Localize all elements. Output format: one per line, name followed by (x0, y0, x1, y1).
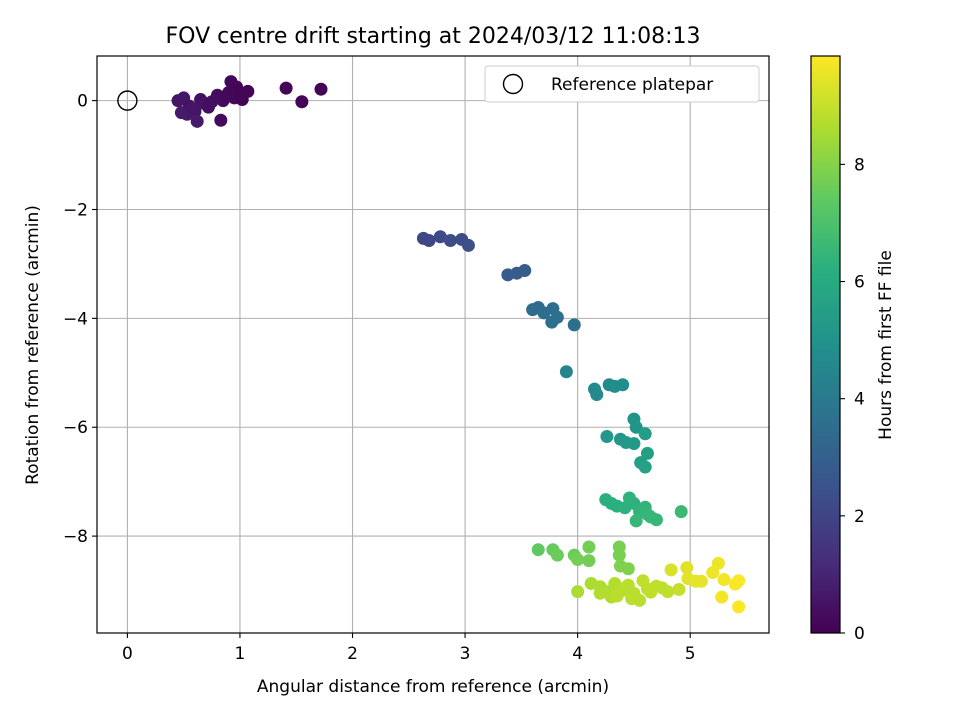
grid-lines (97, 56, 769, 633)
data-point (214, 113, 228, 127)
data-point (593, 586, 607, 600)
data-point (618, 581, 632, 595)
data-point (461, 238, 475, 252)
data-point (422, 234, 436, 248)
data-point (629, 420, 643, 434)
data-point (655, 581, 669, 595)
data-point (680, 561, 694, 575)
reference-point-marker (117, 90, 138, 111)
data-point (732, 600, 746, 614)
y-tick-label: −2 (63, 201, 88, 221)
data-point (711, 556, 725, 570)
y-axis-ticks: 0 −2 −4 −6 −8 (63, 92, 97, 547)
data-point (732, 574, 746, 588)
data-point (279, 81, 293, 95)
y-tick-label: −4 (63, 309, 88, 329)
data-point (550, 548, 564, 562)
data-point (241, 84, 255, 98)
data-point (314, 82, 328, 96)
data-point (612, 548, 626, 562)
data-point (629, 514, 643, 528)
data-point (638, 427, 652, 441)
y-tick-label: −6 (63, 418, 88, 438)
y-axis-label: Rotation from reference (arcmin) (23, 205, 43, 485)
data-point (616, 378, 630, 392)
colorbar-tick-label: 2 (854, 507, 865, 527)
legend: Reference platepar (484, 65, 760, 103)
colorbar-gradient (810, 55, 841, 634)
data-point (186, 102, 200, 116)
data-points (171, 75, 746, 614)
legend-box (484, 65, 760, 103)
data-point (600, 429, 614, 443)
legend-marker-open-circle (502, 73, 524, 95)
data-point (610, 589, 624, 603)
data-point (550, 310, 564, 324)
colorbar-label: Hours from first FF file (876, 250, 896, 440)
data-point (190, 114, 204, 128)
chart-title: FOV centre drift starting at 2024/03/12 … (166, 24, 701, 49)
y-tick-label: 0 (77, 92, 88, 112)
data-point (219, 89, 233, 103)
x-tick-label: 4 (572, 644, 583, 664)
data-point (664, 563, 678, 577)
data-point (640, 446, 654, 460)
data-point (571, 553, 585, 567)
data-point (571, 585, 585, 599)
data-point (621, 562, 635, 576)
colorbar-tick-label: 6 (854, 273, 865, 293)
colorbar-tick-label: 0 (854, 624, 865, 644)
data-point (649, 513, 663, 527)
data-point (590, 388, 604, 402)
x-tick-label: 5 (685, 644, 696, 664)
x-tick-label: 0 (122, 644, 133, 664)
x-axis-ticks: 0 1 2 3 4 5 (122, 633, 696, 664)
colorbar-ticks: 0 2 4 6 8 (840, 155, 865, 644)
x-tick-label: 3 (460, 644, 471, 664)
y-tick-label: −8 (63, 527, 88, 547)
plot-frame (96, 55, 770, 634)
data-point (694, 574, 708, 588)
data-point (559, 365, 573, 379)
colorbar-tick-label: 8 (854, 155, 865, 175)
data-point (518, 263, 532, 277)
data-point (625, 592, 639, 606)
colorbar-tick-label: 4 (854, 390, 865, 410)
x-tick-label: 2 (347, 644, 358, 664)
colorbar: 0 2 4 6 8 Hours from first FF file (810, 55, 896, 644)
reference-point (117, 90, 138, 111)
data-point (715, 590, 729, 604)
data-point (638, 460, 652, 474)
data-point (433, 230, 447, 244)
data-point (567, 318, 581, 332)
data-point (443, 234, 457, 248)
data-point (627, 437, 641, 451)
data-point (295, 95, 309, 109)
legend-entry-reference-platepar: Reference platepar (551, 75, 713, 95)
data-point (582, 554, 596, 568)
data-point (674, 505, 688, 519)
data-point (717, 573, 731, 587)
x-axis-label: Angular distance from reference (arcmin) (257, 677, 609, 697)
data-point (672, 582, 686, 596)
data-point (644, 585, 658, 599)
x-tick-label: 1 (235, 644, 246, 664)
data-point (205, 95, 219, 109)
data-point (582, 540, 596, 554)
data-point (531, 543, 545, 557)
